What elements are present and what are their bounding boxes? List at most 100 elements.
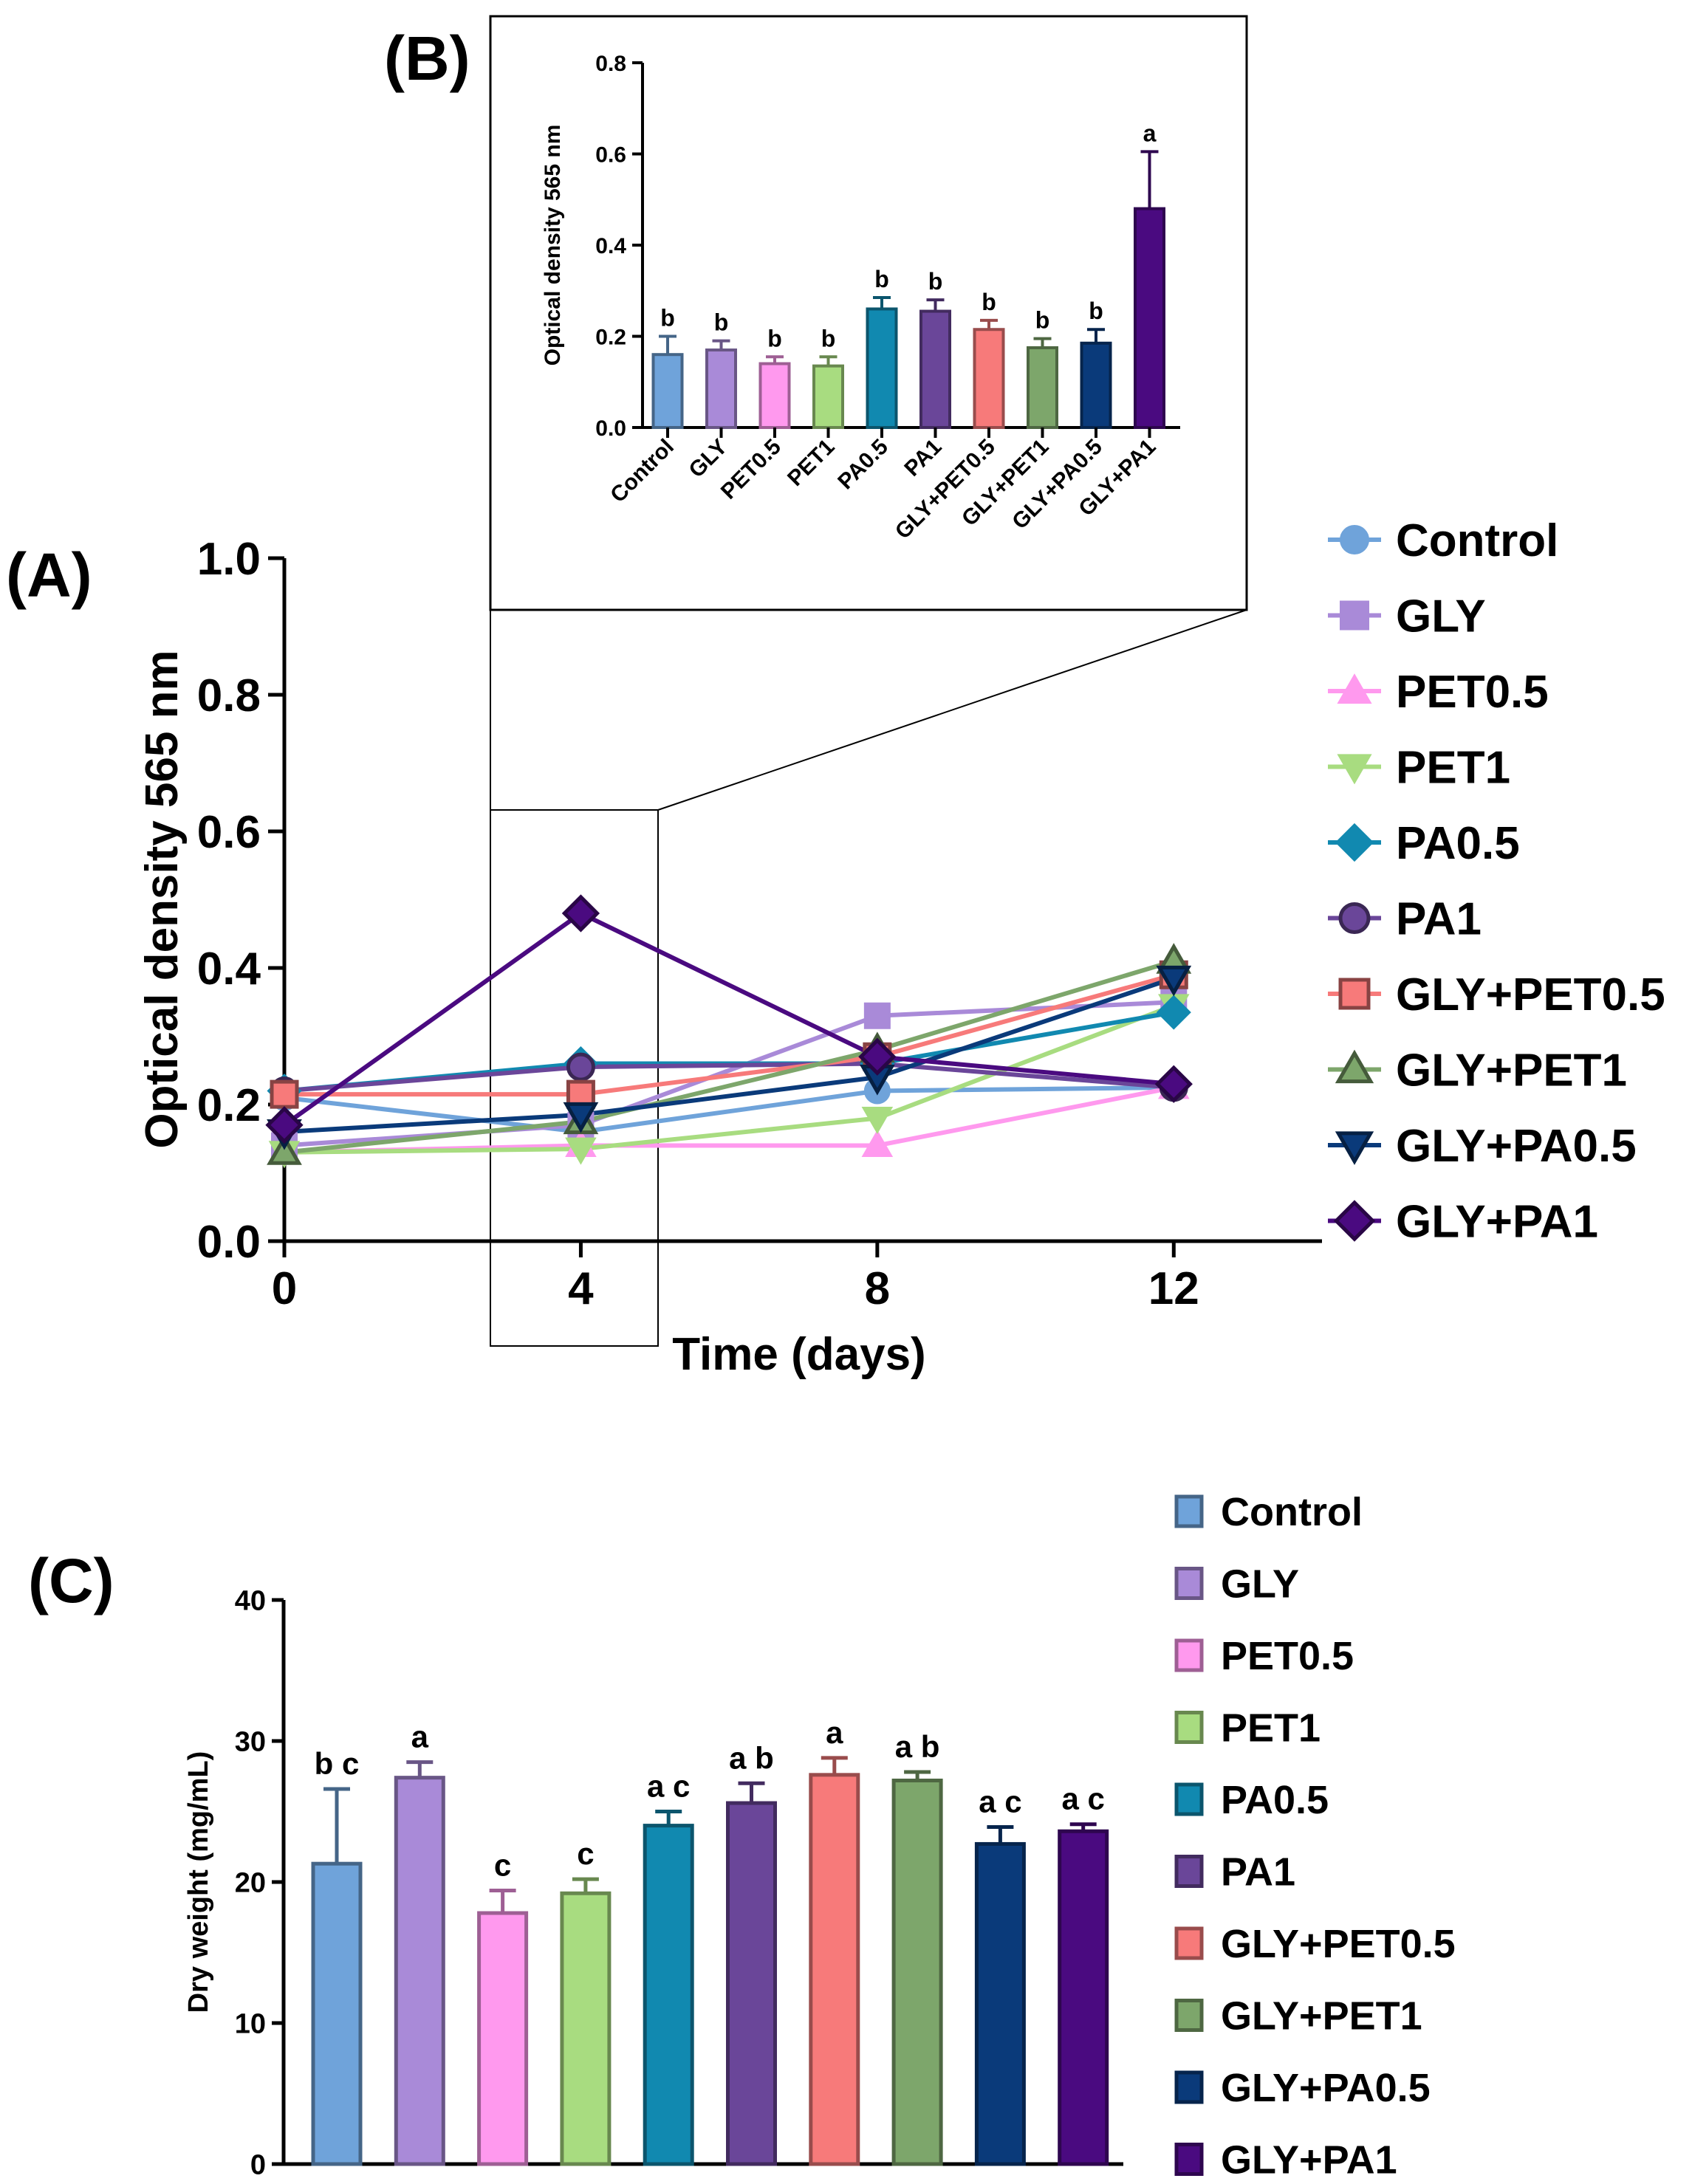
legend-label-pa1: PA1 bbox=[1396, 894, 1482, 945]
y-tick-label: 20 bbox=[235, 1868, 266, 1899]
legend-marker-gly bbox=[1340, 600, 1369, 631]
panel-a-line-chart: 0.0 0.2 0.4 0.6 0.8 1.0 0 4 8 12 Time (days) Optica… bbox=[137, 534, 1322, 1380]
legend-swatch-pa1 bbox=[1174, 1855, 1204, 1888]
significance-letter-gly-plus-pa0-5: a c bbox=[979, 1785, 1021, 1819]
series-line-gly-plus-pa1 bbox=[283, 910, 1174, 1127]
legend-label-control: Control bbox=[1396, 515, 1558, 566]
series-line-pa1 bbox=[284, 1061, 1174, 1093]
significance-letter-pet0-5: c bbox=[494, 1847, 511, 1882]
legend-swatch-gly-plus-pa1 bbox=[1174, 2143, 1204, 2176]
legend-label-gly-plus-pa0-5: GLY+PA0.5 bbox=[1221, 2066, 1431, 2110]
data-point-gly-plus-pa1 bbox=[265, 1106, 304, 1144]
legend-marker-gly-plus-pet0-5 bbox=[1338, 978, 1371, 1010]
panel-label-b: (B) bbox=[384, 24, 470, 93]
y-tick-label: 1.0 bbox=[197, 534, 261, 585]
bar-pet1 bbox=[560, 1891, 612, 2166]
significance-letter-pet0-5: b bbox=[767, 325, 782, 351]
bar-pa0-5 bbox=[643, 1824, 694, 2166]
x-tick-label: 12 bbox=[1148, 1263, 1199, 1314]
data-point-pa1 bbox=[566, 1052, 595, 1082]
y-tick-label: 40 bbox=[235, 1586, 266, 1617]
legend-label-pet0-5: PET0.5 bbox=[1221, 1634, 1354, 1678]
legend-label-gly: GLY bbox=[1396, 591, 1486, 642]
significance-letter-pa1: a b bbox=[729, 1740, 774, 1775]
x-tick-label: 0 bbox=[272, 1263, 297, 1314]
legend-label-pa0-5: PA0.5 bbox=[1221, 1778, 1329, 1822]
legend-label-pa1: PA1 bbox=[1221, 1850, 1295, 1895]
significance-letter-gly-plus-pet1: b bbox=[1035, 307, 1050, 334]
y-tick-label: 10 bbox=[235, 2009, 266, 2040]
y-tick-label: 0.0 bbox=[197, 1217, 261, 1268]
significance-letter-gly-plus-pet0-5: a bbox=[826, 1715, 843, 1750]
legend-swatch-gly-plus-pet1 bbox=[1174, 1999, 1204, 2032]
bar-pa1 bbox=[726, 1801, 777, 2166]
y-tick-label: 0.2 bbox=[197, 1080, 261, 1131]
significance-letter-pet1: b bbox=[821, 325, 836, 351]
bar-gly-plus-pa0-5 bbox=[1080, 341, 1112, 430]
legend-label-pet0-5: PET0.5 bbox=[1396, 667, 1549, 718]
bar-pet0-5 bbox=[758, 362, 791, 429]
y-tick-label: 0.2 bbox=[595, 325, 626, 349]
data-point-pet0-5 bbox=[861, 1129, 894, 1157]
series-line-pet1 bbox=[284, 1003, 1175, 1155]
panel-c-bar-chart: 0 10 20 30 40 Dry weight (mg/mL) b c a c c a c a b a… bbox=[183, 1586, 1123, 2181]
legend-label-gly-plus-pa0-5: GLY+PA0.5 bbox=[1396, 1121, 1637, 1172]
legend-label-gly-plus-pet1: GLY+PET1 bbox=[1396, 1045, 1627, 1096]
series-line-gly-plus-pet1 bbox=[284, 958, 1175, 1155]
panel-a-legend: Control GLY PET0.5 PET1 PA0.5 PA1 GLY+PET0.5 GL… bbox=[1328, 515, 1665, 1248]
panel-c-legend: Control GLY PET0.5 PET1 PA0.5 PA1 GLY+PET0.5 GL… bbox=[1174, 1490, 1456, 2183]
y-axis-title: Optical density 565 nm bbox=[137, 650, 188, 1148]
y-axis-title: Dry weight (mg/mL) bbox=[183, 1751, 214, 2013]
data-point-gly-plus-pa1 bbox=[858, 1037, 897, 1076]
legend-swatch-gly-plus-pa0-5 bbox=[1174, 2070, 1204, 2104]
significance-letter-gly-plus-pa1: a c bbox=[1062, 1782, 1105, 1816]
bar-control bbox=[311, 1861, 363, 2166]
significance-letter-control: b c bbox=[315, 1746, 360, 1781]
series-line-gly-plus-pet0-5 bbox=[284, 972, 1175, 1097]
legend-marker-control bbox=[1340, 525, 1369, 554]
y-tick-label: 0.8 bbox=[197, 670, 261, 721]
legend-marker-gly-plus-pet1 bbox=[1335, 1049, 1374, 1084]
bar-gly-plus-pet1 bbox=[1027, 346, 1058, 429]
legend-label-gly-plus-pa1: GLY+PA1 bbox=[1221, 2138, 1397, 2183]
bar-gly bbox=[394, 1776, 445, 2166]
bar-pet0-5 bbox=[477, 1911, 529, 2166]
significance-letter-gly-plus-pa0-5: b bbox=[1089, 298, 1103, 324]
legend-label-gly-plus-pet0-5: GLY+PET0.5 bbox=[1396, 969, 1665, 1020]
legend-label-pet1: PET1 bbox=[1396, 743, 1510, 794]
bar-gly bbox=[705, 348, 737, 429]
legend-swatch-pa0-5 bbox=[1174, 1782, 1204, 1816]
bar-pet1 bbox=[812, 364, 844, 430]
significance-letter-gly-plus-pet1: a b bbox=[895, 1729, 940, 1764]
y-axis-title: Optical density 565 nm bbox=[541, 125, 565, 366]
legend-marker-pet0-5 bbox=[1337, 673, 1372, 704]
x-tick-label: 8 bbox=[865, 1263, 890, 1314]
significance-letter-control: b bbox=[660, 305, 675, 332]
zoom-box bbox=[490, 809, 659, 1347]
significance-letter-gly-plus-pet0-5: b bbox=[982, 289, 996, 315]
series-line-gly-plus-pa0-5 bbox=[284, 976, 1175, 1134]
x-axis-title: Time (days) bbox=[672, 1329, 925, 1380]
y-tick-label: 0.0 bbox=[595, 416, 626, 441]
legend-label-gly-plus-pa1: GLY+PA1 bbox=[1396, 1197, 1598, 1248]
data-point-gly-plus-pa1 bbox=[561, 894, 600, 933]
data-point-gly-plus-pa1 bbox=[1154, 1065, 1193, 1103]
legend-swatch-pet1 bbox=[1174, 1711, 1204, 1744]
legend-label-pa0-5: PA0.5 bbox=[1396, 818, 1520, 869]
zoom-connector-right bbox=[657, 609, 1247, 811]
significance-letter-pa0-5: b bbox=[874, 266, 889, 292]
legend-label-gly-plus-pet0-5: GLY+PET0.5 bbox=[1221, 1922, 1456, 1966]
bar-gly-plus-pa1 bbox=[1058, 1829, 1109, 2166]
significance-letter-pa0-5: a c bbox=[647, 1769, 690, 1804]
legend-marker-pa1 bbox=[1338, 902, 1371, 934]
data-point-pa0-5 bbox=[1156, 995, 1191, 1030]
legend-label-gly-plus-pet1: GLY+PET1 bbox=[1221, 1994, 1422, 2039]
legend-label-gly: GLY bbox=[1221, 1562, 1299, 1607]
data-point-gly-plus-pet1 bbox=[267, 1134, 302, 1165]
panel-label-a: (A) bbox=[6, 540, 92, 610]
y-tick-label: 0.8 bbox=[595, 52, 626, 76]
bar-pa1 bbox=[919, 309, 951, 429]
x-tick-label: 4 bbox=[568, 1263, 594, 1314]
bar-gly-plus-pet0-5 bbox=[809, 1773, 860, 2166]
data-point-gly-plus-pet0-5 bbox=[270, 1079, 299, 1109]
